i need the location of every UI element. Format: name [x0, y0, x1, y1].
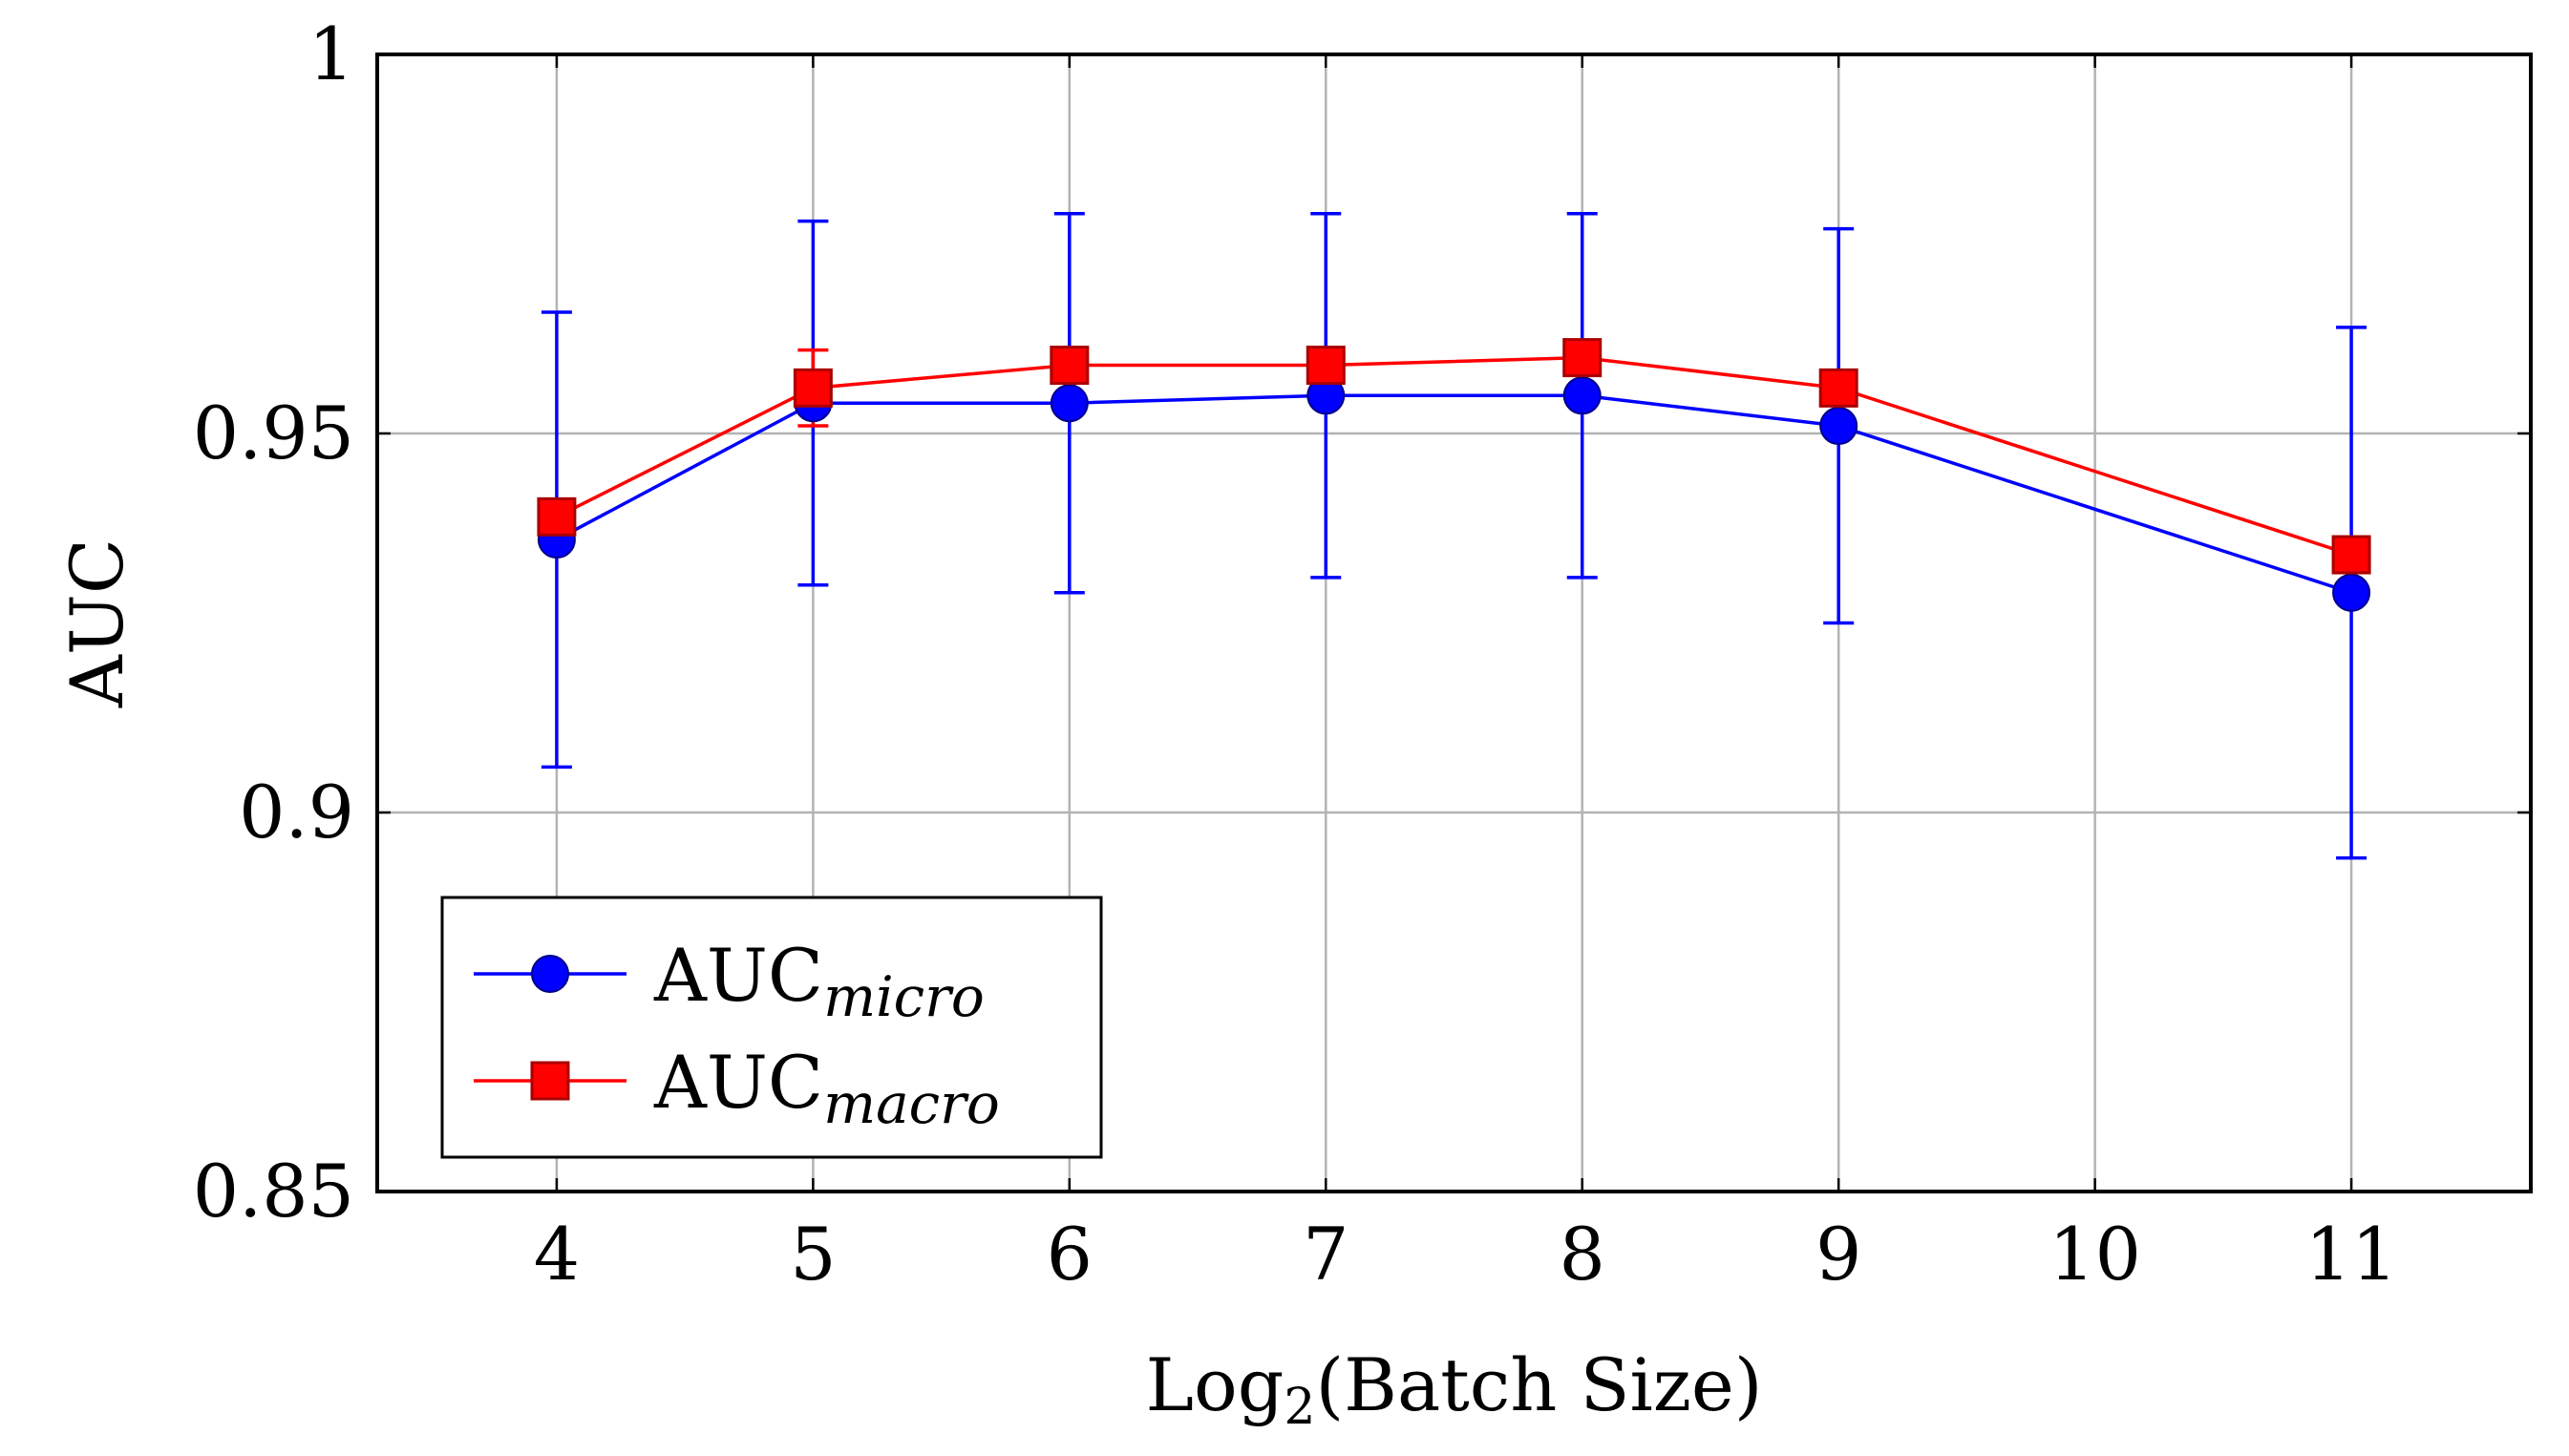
legend-label-main: AUC	[653, 1040, 823, 1125]
y-tick-label: 0.85	[193, 1149, 354, 1234]
x-axis-title-rest: (Batch Size)	[1315, 1342, 1762, 1427]
legend-label-main: AUC	[653, 933, 823, 1018]
error-bars	[541, 211, 2367, 860]
x-tick-label: 7	[1303, 1212, 1348, 1297]
x-tick-label: 11	[2305, 1212, 2398, 1297]
legend-label-subscript: macro	[823, 1071, 1000, 1136]
data-point-macro	[1050, 346, 1090, 386]
plot-frame	[375, 53, 2533, 1193]
data-point-macro	[2331, 535, 2371, 575]
data-point-macro	[793, 368, 833, 408]
x-tick-label: 4	[534, 1212, 580, 1297]
legend-label-macro: AUCmacro	[653, 1040, 1000, 1136]
legend-label-subscript: micro	[823, 964, 985, 1029]
x-tick-label: 6	[1047, 1212, 1093, 1297]
data-point-micro	[2332, 573, 2371, 612]
data-point-micro	[1562, 376, 1602, 415]
y-tick-label: 1	[308, 11, 354, 96]
data-point-macro	[537, 496, 577, 537]
legend-box	[440, 896, 1103, 1159]
legend-marker-micro	[531, 955, 569, 993]
y-tick-label: 0.95	[193, 390, 354, 475]
x-axis-title-subscript: 2	[1284, 1379, 1315, 1436]
data-point-macro	[1562, 338, 1603, 378]
data-point-macro	[1306, 346, 1346, 386]
data-point-micro	[1050, 384, 1089, 423]
data-point-macro	[1818, 368, 1858, 408]
axis-ticks: 4 5 6 7 8 9 10 11 0.85 0.9 0.95 1	[193, 11, 2531, 1297]
data-point-micro	[1819, 407, 1858, 446]
x-tick-label: 8	[1560, 1212, 1605, 1297]
y-tick-label: 0.9	[239, 770, 354, 855]
y-axis-title: AUC	[54, 538, 139, 708]
x-tick-label: 10	[2049, 1212, 2141, 1297]
x-tick-label: 9	[1815, 1212, 1861, 1297]
x-axis-title-main: Log	[1145, 1342, 1284, 1427]
x-tick-label: 5	[790, 1212, 836, 1297]
x-axis-title: Log2(Batch Size)	[1145, 1342, 1762, 1436]
series-markers	[537, 338, 2371, 612]
legend-label-micro: AUCmicro	[653, 933, 985, 1029]
legend-marker-macro	[530, 1061, 570, 1101]
